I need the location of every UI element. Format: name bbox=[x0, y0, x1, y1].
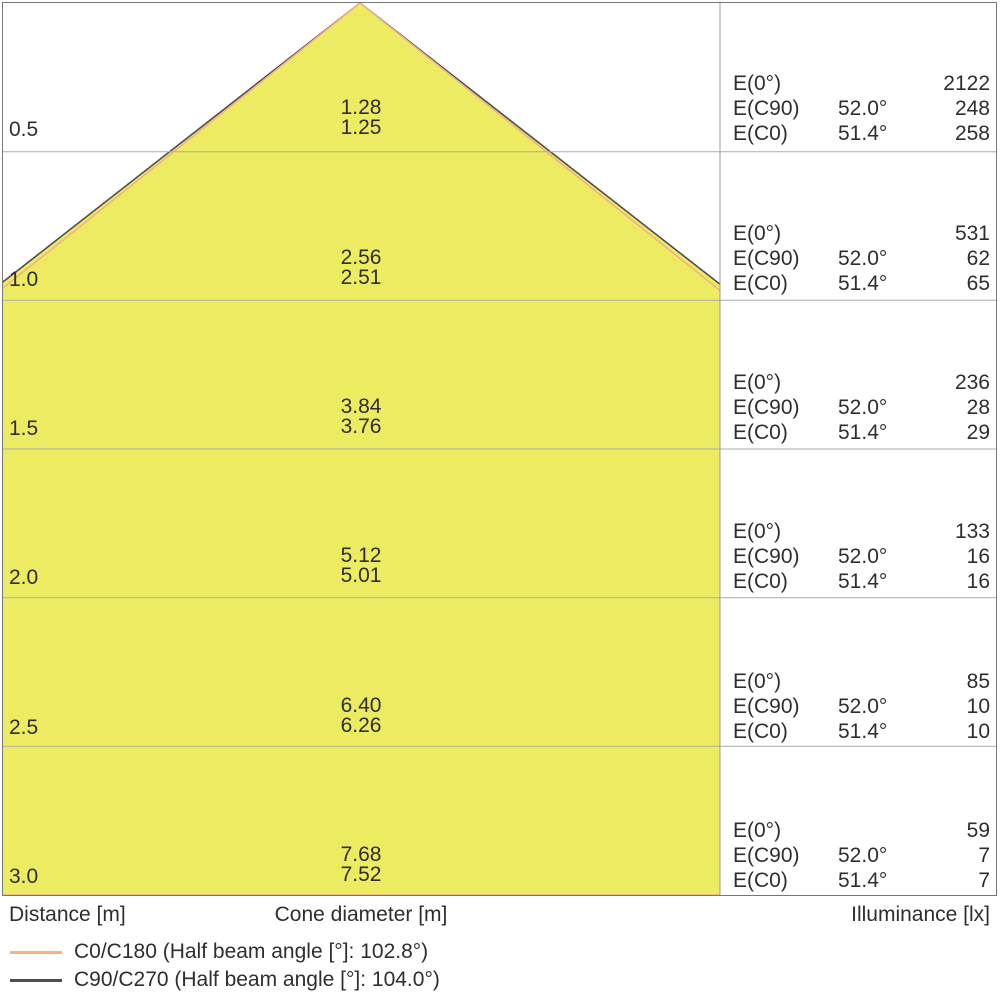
e0-value: 85 bbox=[966, 670, 990, 693]
distance-label: 1.0 bbox=[9, 268, 39, 291]
ec90-value: 28 bbox=[966, 396, 990, 419]
illuminance-block: E(0°) 133 E(C90) 52.0° 16 E(C0) 51.4° 16 bbox=[733, 519, 990, 594]
e0-label: E(0°) bbox=[733, 819, 782, 842]
cone-diameter-pair: 6.40 6.26 bbox=[340, 694, 382, 737]
ec90-angle: 52.0° bbox=[838, 396, 888, 419]
ec90-value: 10 bbox=[966, 695, 990, 718]
distance-label: 0.5 bbox=[9, 118, 39, 141]
ec90-angle: 52.0° bbox=[838, 545, 888, 568]
cone-diameter-pair: 5.12 5.01 bbox=[340, 544, 382, 587]
e0-label: E(0°) bbox=[733, 520, 782, 543]
distance-label: 3.0 bbox=[9, 865, 39, 888]
e0-value: 2122 bbox=[943, 72, 990, 95]
ec90-value: 62 bbox=[966, 247, 990, 270]
ec0-angle: 51.4° bbox=[838, 421, 888, 444]
e0-value: 133 bbox=[954, 520, 990, 543]
cone-diameter-axis-label: Cone diameter [m] bbox=[274, 903, 448, 926]
ec0-value: 16 bbox=[966, 570, 990, 593]
legend-label-c90-c270: C90/C270 (Half beam angle [°]: 104.0°) bbox=[74, 968, 440, 991]
distance-axis-label: Distance [m] bbox=[9, 903, 126, 926]
illuminance-axis-label: Illuminance [lx] bbox=[851, 903, 990, 926]
cone-diameter-pair: 3.84 3.76 bbox=[340, 395, 382, 438]
ec0-label: E(C0) bbox=[733, 272, 788, 295]
legend-item-c0-c180: C0/C180 (Half beam angle [°]: 102.8°) bbox=[10, 938, 440, 966]
cone-diameter-c90: 7.68 bbox=[340, 843, 382, 866]
ec0-label: E(C0) bbox=[733, 720, 788, 743]
ec0-value: 258 bbox=[954, 122, 990, 145]
ec90-angle: 52.0° bbox=[838, 844, 888, 867]
ec90-angle: 52.0° bbox=[838, 97, 888, 120]
illuminance-block: E(0°) 59 E(C90) 52.0° 7 E(C0) 51.4° 7 bbox=[733, 818, 990, 893]
ec0-value: 10 bbox=[966, 720, 990, 743]
ec0-label: E(C0) bbox=[733, 570, 788, 593]
ec0-label: E(C0) bbox=[733, 421, 788, 444]
cone-diameter-c0: 6.26 bbox=[340, 714, 382, 737]
ec0-angle: 51.4° bbox=[838, 869, 888, 892]
illuminance-block: E(0°) 236 E(C90) 52.0° 28 E(C0) 51.4° 29 bbox=[733, 370, 990, 445]
legend: C0/C180 (Half beam angle [°]: 102.8°) C9… bbox=[10, 938, 440, 994]
e0-value: 531 bbox=[954, 222, 990, 245]
distance-label: 1.5 bbox=[9, 417, 39, 440]
ec90-value: 7 bbox=[978, 844, 990, 867]
ec0-angle: 51.4° bbox=[838, 272, 888, 295]
ec90-label: E(C90) bbox=[733, 247, 800, 270]
cone-diameter-c90: 6.40 bbox=[340, 694, 382, 717]
illuminance-block: E(0°) 85 E(C90) 52.0° 10 E(C0) 51.4° 10 bbox=[733, 669, 990, 744]
distance-label: 2.0 bbox=[9, 566, 39, 589]
e0-label: E(0°) bbox=[733, 72, 782, 95]
ec90-label: E(C90) bbox=[733, 97, 800, 120]
ec0-label: E(C0) bbox=[733, 869, 788, 892]
ec90-label: E(C90) bbox=[733, 396, 800, 419]
cone-diameter-c90: 3.84 bbox=[340, 395, 382, 418]
ec0-value: 65 bbox=[966, 272, 990, 295]
distance-label: 2.5 bbox=[9, 716, 39, 739]
ec90-label: E(C90) bbox=[733, 844, 800, 867]
c90-c270-line-swatch bbox=[10, 978, 62, 982]
ec90-angle: 52.0° bbox=[838, 695, 888, 718]
ec0-label: E(C0) bbox=[733, 122, 788, 145]
ec90-value: 248 bbox=[954, 97, 990, 120]
e0-value: 236 bbox=[954, 371, 990, 394]
cone-svg bbox=[3, 3, 996, 895]
ec90-angle: 52.0° bbox=[838, 247, 888, 270]
cone-diameter-c0: 1.25 bbox=[340, 116, 382, 139]
ec0-value: 7 bbox=[978, 869, 990, 892]
cone-diameter-c0: 7.52 bbox=[340, 863, 382, 886]
e0-value: 59 bbox=[966, 819, 990, 842]
cone-diameter-pair: 1.28 1.25 bbox=[340, 96, 382, 139]
cone-diameter-c90: 1.28 bbox=[340, 96, 382, 119]
chart-frame bbox=[2, 2, 997, 896]
illuminance-block: E(0°) 531 E(C90) 52.0° 62 E(C0) 51.4° 65 bbox=[733, 221, 990, 296]
e0-label: E(0°) bbox=[733, 222, 782, 245]
ec0-angle: 51.4° bbox=[838, 122, 888, 145]
ec90-value: 16 bbox=[966, 545, 990, 568]
cone-diameter-c90: 2.56 bbox=[340, 246, 382, 269]
cone-diameter-c0: 3.76 bbox=[340, 415, 382, 438]
cone-diameter-c90: 5.12 bbox=[340, 544, 382, 567]
ec0-angle: 51.4° bbox=[838, 570, 888, 593]
e0-label: E(0°) bbox=[733, 371, 782, 394]
cone-diameter-c0: 2.51 bbox=[340, 266, 382, 289]
ec90-label: E(C90) bbox=[733, 695, 800, 718]
ec0-value: 29 bbox=[966, 421, 990, 444]
legend-label-c0-c180: C0/C180 (Half beam angle [°]: 102.8°) bbox=[74, 940, 429, 963]
cone-diameter-pair: 2.56 2.51 bbox=[340, 246, 382, 289]
cone-diameter-pair: 7.68 7.52 bbox=[340, 843, 382, 886]
cone-diameter-c0: 5.01 bbox=[340, 564, 382, 587]
ec0-angle: 51.4° bbox=[838, 720, 888, 743]
legend-item-c90-c270: C90/C270 (Half beam angle [°]: 104.0°) bbox=[10, 966, 440, 994]
ec90-label: E(C90) bbox=[733, 545, 800, 568]
illuminance-block: E(0°) 2122 E(C90) 52.0° 248 E(C0) 51.4° 258 bbox=[733, 71, 990, 146]
e0-label: E(0°) bbox=[733, 670, 782, 693]
c0-c180-line-swatch bbox=[10, 950, 62, 954]
